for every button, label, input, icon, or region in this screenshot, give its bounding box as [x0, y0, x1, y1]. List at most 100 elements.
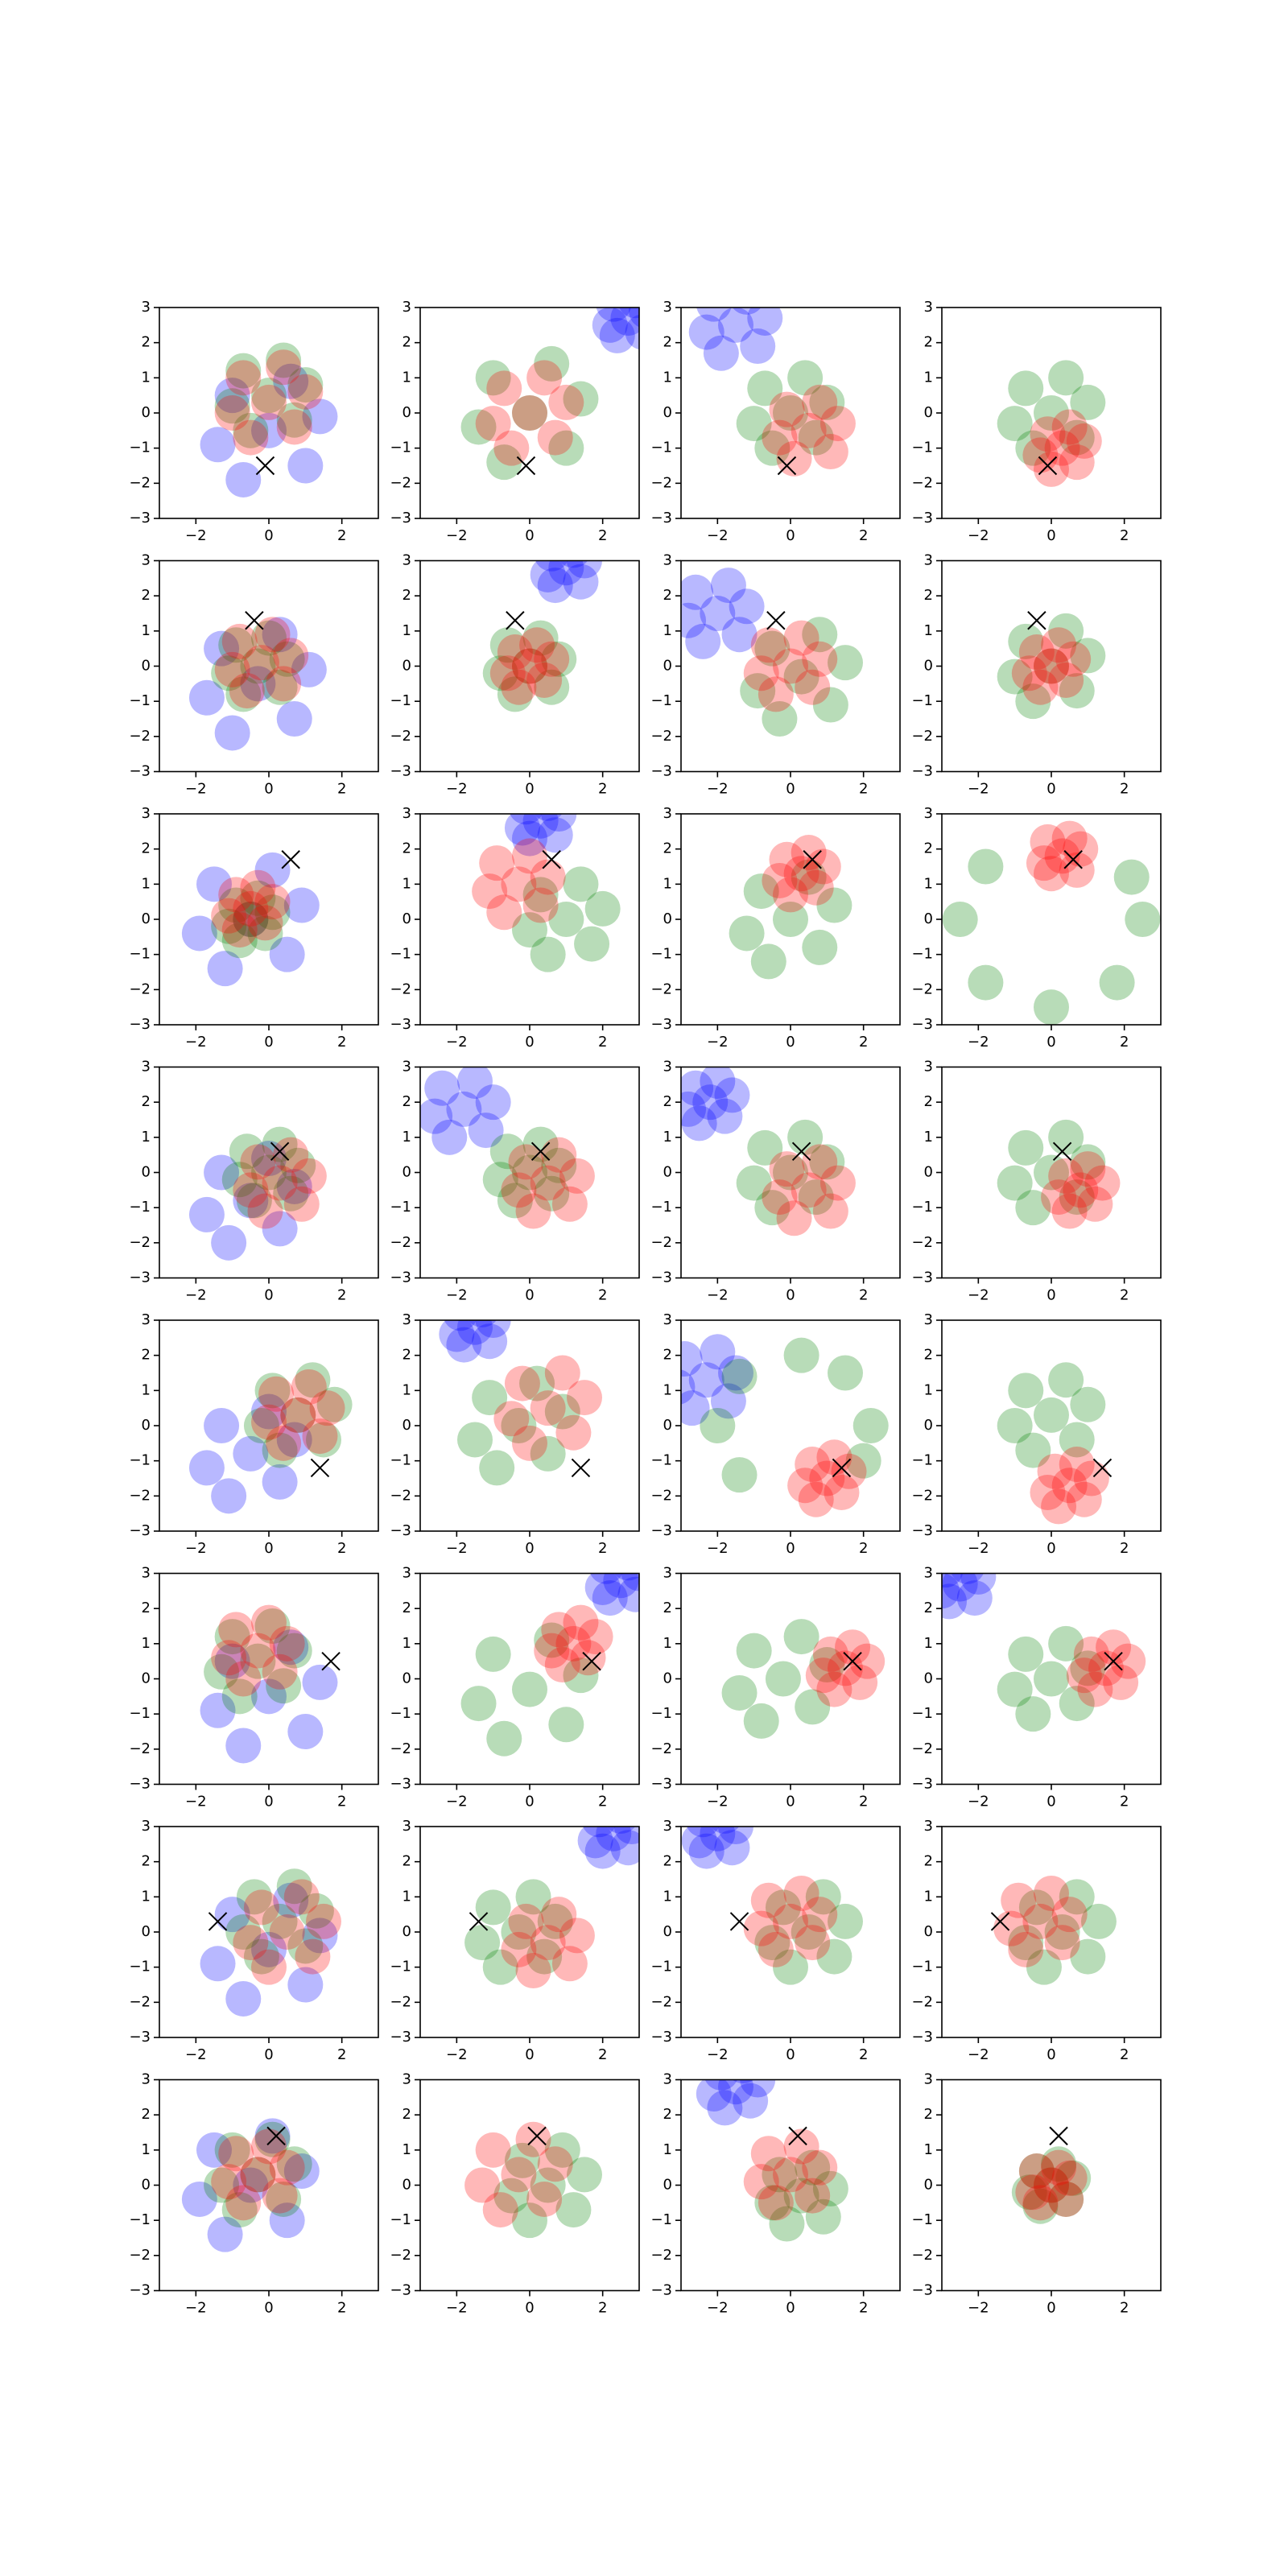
x-tick-label: 0	[1046, 527, 1055, 544]
scatter-point	[218, 1612, 254, 1648]
scatter-point	[1044, 838, 1080, 874]
y-tick-label: −3	[129, 1522, 151, 1539]
scatter-point	[783, 658, 819, 695]
y-tick-label: 2	[402, 2106, 411, 2123]
scatter-point	[457, 1422, 493, 1458]
scatter-point	[1048, 360, 1084, 396]
y-tick-label: −2	[390, 980, 411, 997]
plot-area	[997, 611, 1106, 720]
x-tick-label: −2	[707, 1034, 729, 1051]
y-tick-label: 3	[142, 1818, 151, 1835]
marker-x	[542, 850, 561, 869]
scatter-point	[526, 360, 563, 396]
scatter-point	[783, 2178, 819, 2214]
x-tick-label: 2	[598, 2300, 607, 2317]
scatter-point	[802, 929, 838, 965]
x-tick-label: 2	[598, 1287, 607, 1304]
x-tick-label: −2	[968, 2046, 989, 2063]
x-tick-label: −2	[446, 2300, 468, 2317]
scatter-point	[254, 852, 291, 888]
scatter-point	[1022, 1903, 1059, 1939]
x-tick-label: 2	[337, 527, 346, 544]
scatter-point	[718, 1355, 753, 1391]
scatter-point	[773, 2157, 808, 2193]
scatter-point	[692, 1084, 729, 1121]
y-tick-label: −3	[390, 763, 411, 780]
scatter-point	[501, 1172, 537, 1208]
scatter-point	[1026, 845, 1062, 881]
y-tick-label: 2	[142, 1093, 151, 1110]
x-tick-label: 0	[525, 2300, 534, 2317]
scatter-point	[1034, 648, 1069, 684]
y-tick-label: 2	[142, 1600, 151, 1616]
x-tick-label: −2	[446, 781, 468, 798]
scatter-point	[758, 2185, 794, 2221]
scatter-point	[233, 1925, 269, 1961]
scatter-point	[1034, 1397, 1069, 1433]
x-tick-label: 2	[1120, 527, 1129, 544]
subplot: −2 0 2 −3 −2 −1 0 1 2 3	[650, 1565, 901, 1810]
scatter-point	[302, 1918, 338, 1954]
scatter-point	[1051, 820, 1088, 857]
scatter-point	[798, 1481, 834, 1517]
scatter-point	[200, 1692, 236, 1728]
x-tick-label: 0	[1046, 781, 1055, 798]
y-tick-label: −3	[911, 1522, 933, 1539]
x-tick-label: 0	[264, 1034, 273, 1051]
x-tick-label: 2	[859, 2300, 868, 2317]
scatter-point	[482, 1949, 518, 1985]
scatter-point	[280, 1147, 316, 1183]
plot-area	[181, 850, 320, 987]
scatter-point	[262, 617, 298, 653]
y-tick-label: 0	[924, 1670, 933, 1687]
y-tick-label: −3	[390, 510, 411, 526]
scatter-point	[736, 1633, 772, 1669]
x-tick-label: 0	[1046, 1794, 1055, 1810]
scatter-point	[240, 869, 276, 906]
marker-x	[791, 1141, 811, 1162]
y-tick-label: 1	[924, 1381, 933, 1398]
scatter-point	[1077, 1186, 1113, 1222]
scatter-point	[762, 701, 798, 737]
y-tick-label: −1	[129, 1705, 151, 1722]
scatter-point	[1041, 1488, 1077, 1525]
scatter-point	[584, 890, 621, 927]
y-tick-label: 1	[663, 1381, 672, 1398]
scatter-point	[1048, 2181, 1084, 2217]
scatter-point	[718, 2079, 753, 2105]
scatter-point	[681, 1827, 717, 1859]
scatter-point	[721, 1358, 758, 1394]
y-tick-label: 3	[924, 552, 933, 569]
marker-x	[1049, 2126, 1068, 2146]
scatter-point	[960, 1573, 997, 1595]
y-tick-label: 2	[663, 1347, 672, 1364]
x-tick-label: −2	[185, 1034, 207, 1051]
scatter-point	[997, 1165, 1033, 1201]
subplot: −2 0 2 −3 −2 −1 0 1 2 3	[911, 1059, 1162, 1304]
scatter-point	[188, 679, 225, 716]
scatter-point	[544, 1647, 580, 1683]
marker-x	[729, 1912, 749, 1931]
x-tick-label: 0	[786, 1034, 795, 1051]
scatter-point	[1070, 1386, 1106, 1422]
scatter-point	[783, 856, 819, 892]
scatter-point	[816, 1671, 852, 1707]
y-tick-label: −1	[650, 946, 672, 963]
x-tick-label: 2	[598, 1794, 607, 1810]
scatter-point	[1008, 1636, 1044, 1672]
scatter-point	[1048, 613, 1084, 649]
y-tick-label: −2	[390, 728, 411, 745]
scatter-point	[544, 1393, 580, 1430]
x-tick-label: 0	[525, 1034, 534, 1051]
y-tick-label: 3	[142, 805, 151, 822]
y-tick-label: −3	[390, 2029, 411, 2046]
scatter-point	[1008, 1129, 1044, 1166]
scatter-point	[795, 2149, 831, 2186]
scatter-point	[269, 641, 305, 677]
y-tick-label: 2	[402, 1347, 411, 1364]
scatter-point	[233, 412, 269, 448]
y-tick-label: 2	[663, 1600, 672, 1616]
scatter-point	[225, 360, 262, 396]
y-tick-label: −1	[911, 1959, 933, 1975]
scatter-point	[211, 2164, 247, 2200]
